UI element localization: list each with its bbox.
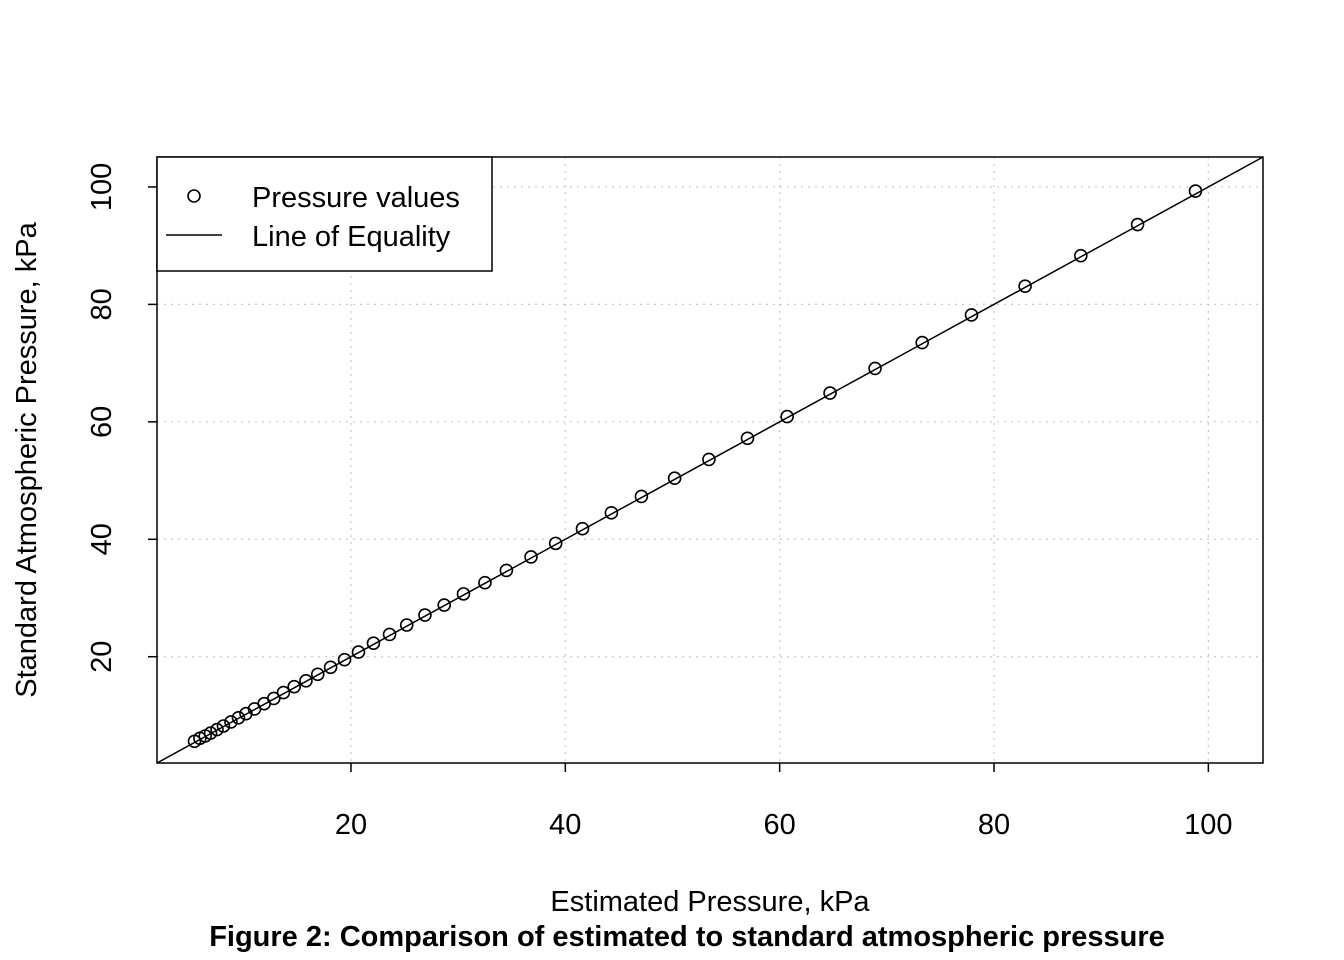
equality-line-layer xyxy=(156,156,1264,764)
x-axis: 20 40 60 80 100 xyxy=(335,763,1233,841)
data-point xyxy=(868,361,882,376)
data-point xyxy=(702,452,716,467)
y-tick-label-80: 80 xyxy=(86,288,118,320)
x-tick-label-80: 80 xyxy=(978,809,1010,841)
data-point xyxy=(276,685,291,700)
data-point xyxy=(366,636,381,651)
data-point xyxy=(478,575,492,590)
legend-label-line: Line of Equality xyxy=(252,221,451,253)
x-tick-label-60: 60 xyxy=(764,809,796,841)
data-point xyxy=(418,608,432,622)
legend-box xyxy=(156,156,493,272)
data-point xyxy=(548,536,563,551)
plot-frame xyxy=(156,156,1264,764)
data-point xyxy=(604,506,619,520)
y-tick-label-20: 20 xyxy=(86,641,118,673)
data-point xyxy=(1018,279,1032,293)
data-point xyxy=(1188,184,1203,198)
data-point xyxy=(267,691,281,706)
data-point xyxy=(203,726,218,740)
data-point xyxy=(634,489,649,504)
data-point xyxy=(437,598,452,612)
data-points xyxy=(187,184,1203,749)
data-point xyxy=(1130,217,1145,232)
x-tick-label-100: 100 xyxy=(1184,809,1232,841)
data-point xyxy=(964,308,979,322)
x-tick-label-20: 20 xyxy=(335,809,367,841)
data-point xyxy=(399,618,414,632)
data-point xyxy=(299,673,313,688)
data-point xyxy=(780,409,794,424)
data-point xyxy=(210,722,224,737)
data-point xyxy=(287,679,301,694)
data-point xyxy=(323,660,338,675)
y-tick-label-100: 100 xyxy=(86,163,118,211)
y-axis: 20 40 60 80 100 xyxy=(86,163,157,673)
line-of-equality xyxy=(156,156,1264,764)
y-tick-label-60: 60 xyxy=(86,406,118,438)
data-point xyxy=(351,645,366,659)
legend: Pressure values Line of Equality xyxy=(156,156,493,272)
figure-caption: Figure 2: Comparison of estimated to sta… xyxy=(209,921,1165,953)
y-tick-label-40: 40 xyxy=(86,523,118,555)
x-tick-label-40: 40 xyxy=(549,809,581,841)
data-point xyxy=(575,521,590,536)
data-point xyxy=(231,710,246,725)
data-point xyxy=(667,471,682,486)
data-point xyxy=(740,431,755,446)
x-axis-label: Estimated Pressure, kPa xyxy=(550,886,870,918)
legend-label-points: Pressure values xyxy=(252,182,460,214)
data-point xyxy=(224,715,238,729)
legend-point-marker xyxy=(187,189,201,203)
data-point xyxy=(499,563,514,578)
data-point xyxy=(456,587,471,601)
data-point xyxy=(1074,248,1088,263)
data-point xyxy=(216,719,231,733)
data-point xyxy=(310,667,325,682)
data-point xyxy=(337,652,352,667)
data-point xyxy=(382,627,397,642)
data-point xyxy=(915,335,929,350)
grid xyxy=(157,157,1263,763)
y-axis-label: Standard Atmospheric Pressure, kPa xyxy=(11,221,43,697)
data-point xyxy=(823,386,837,400)
data-point xyxy=(524,550,538,564)
